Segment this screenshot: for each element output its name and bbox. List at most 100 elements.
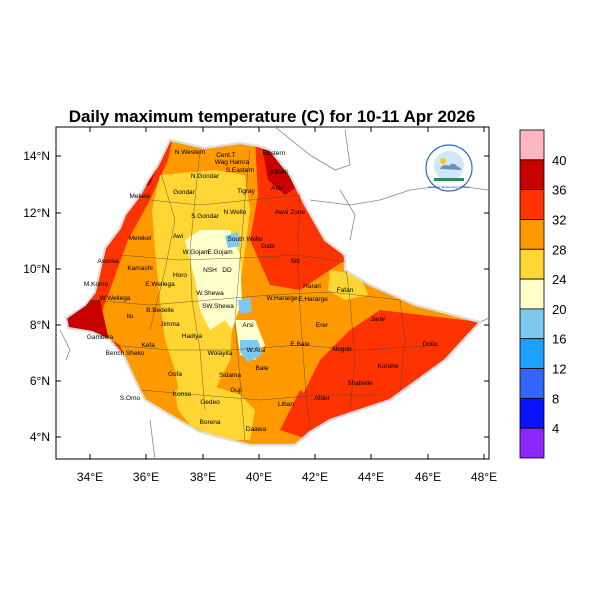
region-label: Ilu <box>127 313 134 320</box>
region-label: Siti <box>290 258 299 265</box>
region-label: South Wello <box>228 236 263 243</box>
region-label: Bale <box>255 365 268 372</box>
region-label: Horo <box>173 272 187 279</box>
region-label: Tigray <box>237 188 256 195</box>
region-label: W.Shewa <box>196 290 224 297</box>
x-tick-label: 46°E <box>415 470 441 484</box>
region-label: Fafan <box>337 287 354 294</box>
colorbar: 40 36 32 28 24 20 16 12 8 4 <box>519 129 566 459</box>
region-label: SW.Shewa <box>202 303 234 310</box>
region-label: Cent.T <box>216 152 236 159</box>
y-tick-label: 14°N <box>23 149 50 163</box>
region-label: Liban <box>278 401 294 408</box>
region-label: Arsi <box>242 322 253 329</box>
colorbar-label: 24 <box>552 272 566 287</box>
colorbar-swatch <box>519 338 545 369</box>
region-label: Nogob <box>332 346 352 353</box>
region-label: Borena <box>200 419 221 426</box>
region-label: Guji <box>230 387 242 394</box>
region-label: Wag Hamra <box>215 159 250 166</box>
colorbar-label: 8 <box>552 391 559 406</box>
region-label: Kilbati <box>270 169 288 176</box>
y-tick-label: 6°N <box>30 374 50 388</box>
region-label: Gedeo <box>200 399 220 406</box>
region-label: Gambela <box>87 334 114 341</box>
region-label: Bench Sheko <box>106 350 145 357</box>
region-label: E.Gojam <box>207 249 232 256</box>
region-label: S.Eastern <box>226 167 255 174</box>
region-label: Jarar <box>371 316 387 323</box>
colorbar-swatch <box>519 427 545 459</box>
region-label: M.Komo <box>84 281 109 288</box>
logo-caption: Ethiopian Meteorology Institute <box>428 185 470 189</box>
region-label: Erer <box>316 322 329 329</box>
region-label: DD <box>222 267 232 274</box>
region-label: Gabi <box>261 243 275 250</box>
region-label: S.Gondar <box>191 213 220 220</box>
y-tick-label: 4°N <box>30 430 50 444</box>
region-label: Assosa <box>97 258 119 265</box>
region-labels: N.Western Cent.T Eastern N.Gondar S.Eastern G… <box>84 149 438 433</box>
region-label: B.Bedelle <box>146 307 174 314</box>
x-tick-label: 42°E <box>302 470 328 484</box>
colorbar-label: 12 <box>552 362 566 377</box>
x-tick-label: 44°E <box>358 470 384 484</box>
region-label: Afar <box>271 185 284 192</box>
region-label: E.Hararge <box>298 296 328 303</box>
region-label: W.Arsi <box>247 347 266 354</box>
colorbar-swatch <box>519 397 545 429</box>
region-label: Dollo <box>423 341 438 348</box>
sun-icon <box>440 158 446 164</box>
region-label: N.Gondar <box>191 173 220 180</box>
colorbar-swatch <box>519 248 545 280</box>
x-tick-label: 38°E <box>190 470 216 484</box>
region-label: W.Hararge <box>266 295 297 302</box>
y-tick-label: 12°N <box>23 206 50 220</box>
region-label: E.Bale <box>290 341 310 348</box>
colorbar-label: 28 <box>552 242 566 257</box>
region-label: Konso <box>173 391 192 398</box>
region-label: Kefa <box>141 342 155 349</box>
region-label: Shabelle <box>347 380 373 387</box>
y-tick-label: 10°N <box>23 262 50 276</box>
colorbar-label: 4 <box>552 421 559 436</box>
country-outline <box>64 138 483 447</box>
region-label: Wolayita <box>208 350 233 357</box>
region-label: Awi <box>173 233 183 240</box>
axes: 34°E 36°E 38°E 40°E 42°E 44°E 46°E 48°E 4°N 6°N 8°… <box>23 127 497 484</box>
region-label: NSH <box>203 267 217 274</box>
x-tick-label: 34°E <box>77 470 103 484</box>
region-label: Gondar <box>173 189 196 196</box>
colorbar-swatch <box>519 368 545 399</box>
region-label: Jimma <box>160 321 180 328</box>
colorbar-label: 40 <box>552 153 566 168</box>
x-tick-label: 48°E <box>471 470 497 484</box>
region-label: Hadiya <box>182 333 203 340</box>
region-label: S.Omo <box>120 395 141 402</box>
institute-logo: Ethiopian Meteorology Institute <box>425 144 473 192</box>
colorbar-swatch <box>519 278 545 310</box>
region-label: N.Wello <box>224 209 247 216</box>
colorbar-swatch <box>519 159 545 191</box>
region-label: Daawa <box>246 426 267 433</box>
colorbar-label: 36 <box>552 183 566 198</box>
colorbar-swatch <box>519 219 545 250</box>
colorbar-swatch <box>519 129 545 161</box>
region-label: Gofa <box>168 371 182 378</box>
colorbar-label: 16 <box>552 332 566 347</box>
region-label: Kamashi <box>127 265 152 272</box>
region-label: Metekel <box>129 235 152 242</box>
colorbar-swatch <box>519 308 545 340</box>
colorbar-label: 20 <box>552 302 566 317</box>
region-label: W.Gojam <box>183 249 210 256</box>
zone-boundaries <box>89 149 441 441</box>
colorbar-swatch <box>519 189 545 220</box>
x-tick-label: 36°E <box>133 470 159 484</box>
region-label: W.Wellega <box>100 295 131 302</box>
region-label: Eastern <box>263 150 286 157</box>
region-label: Harari <box>303 283 321 290</box>
region-label: E.Wellega <box>145 281 175 288</box>
region-label: Korahe <box>378 363 399 370</box>
region-label: Awsi Zone <box>275 209 306 216</box>
